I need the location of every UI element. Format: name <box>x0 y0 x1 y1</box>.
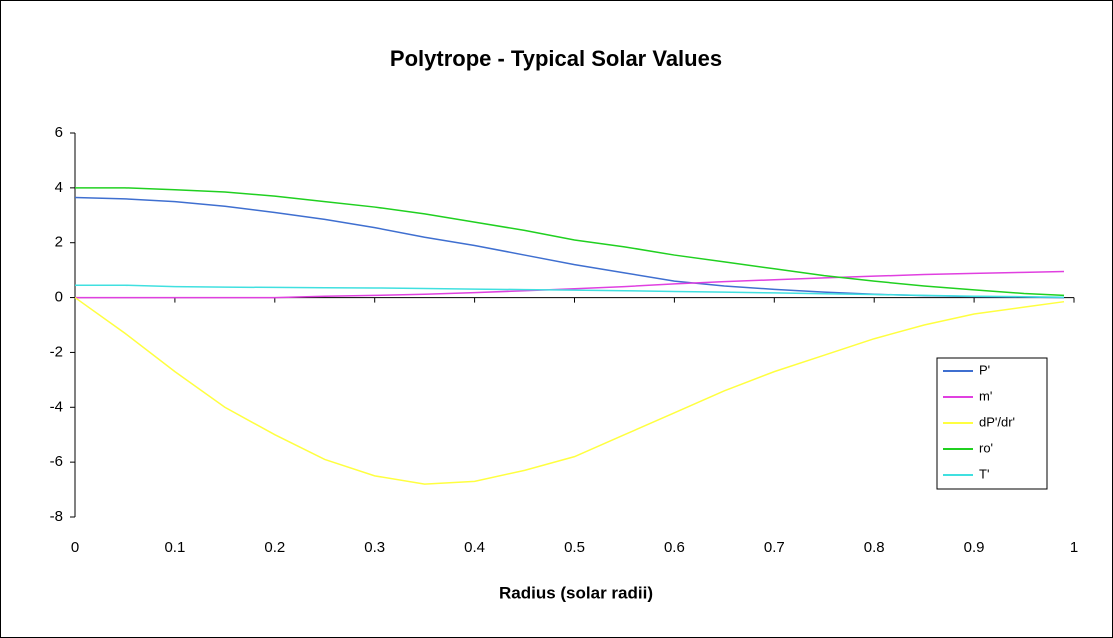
series-line <box>75 187 1065 297</box>
x-tick-label: 0.9 <box>964 539 985 556</box>
y-tick-label: -8 <box>50 508 63 525</box>
x-tick-label: 0 <box>71 539 79 556</box>
x-tick-label: 0.7 <box>764 539 785 556</box>
legend-label: ro' <box>979 440 993 455</box>
y-tick-label: -4 <box>50 398 63 415</box>
x-tick-label: 0.3 <box>364 539 385 556</box>
x-tick-label: 1 <box>1070 539 1078 556</box>
y-tick-label: 2 <box>55 234 63 251</box>
y-tick-label: -2 <box>50 343 63 360</box>
x-tick-label: 0.6 <box>664 539 685 556</box>
chart-title: Polytrope - Typical Solar Values <box>390 46 722 71</box>
legend-label: m' <box>979 388 992 403</box>
series-line <box>75 270 1065 299</box>
legend-label: P' <box>979 362 990 377</box>
y-tick-label: 6 <box>55 124 63 141</box>
x-tick-label: 0.2 <box>264 539 285 556</box>
y-tick-label: -6 <box>50 453 63 470</box>
series-line <box>74 296 1065 485</box>
x-tick-label: 0.8 <box>864 539 885 556</box>
x-tick-label: 0.5 <box>564 539 585 556</box>
x-axis-label: Radius (solar radii) <box>499 583 653 602</box>
y-tick-label: 0 <box>55 289 63 306</box>
series-line <box>75 284 1065 299</box>
x-tick-label: 0.4 <box>464 539 485 556</box>
y-tick-label: 4 <box>55 179 63 196</box>
legend-label: T' <box>979 466 989 481</box>
legend-label: dP'/dr' <box>979 414 1015 429</box>
x-tick-label: 0.1 <box>164 539 185 556</box>
